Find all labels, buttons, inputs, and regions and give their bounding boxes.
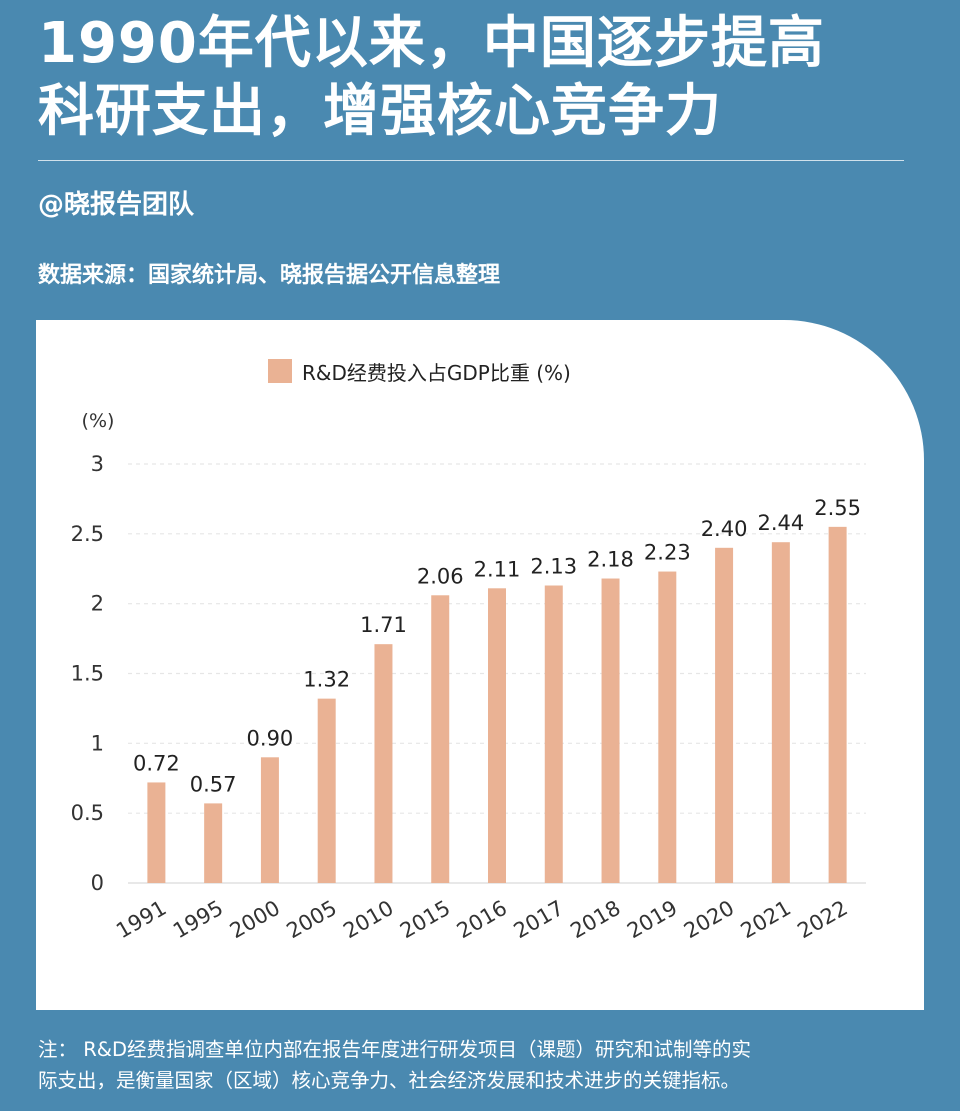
legend-label: R&D经费投入占GDP比重 (%) <box>302 360 571 385</box>
data-source: 数据来源：国家统计局、晓报告据公开信息整理 <box>38 263 501 288</box>
title-divider <box>38 160 904 161</box>
chart-title: 1990年代以来，中国逐步提高 科研支出，增强核心竞争力 <box>38 10 928 146</box>
chart-legend: R&D经费投入占GDP比重 (%) <box>268 354 571 388</box>
legend-swatch <box>268 359 292 383</box>
footnote-line-2: 际支出，是衡量国家（区域）核心竞争力、社会经济发展和技术进步的关键指标。 <box>38 1069 741 1092</box>
footnote-line-1: 注： R&D经费指调查单位内部在报告年度进行研发项目（课题）研究和试制等的实 <box>38 1038 751 1061</box>
title-line-2: 科研支出，增强核心竞争力 <box>38 79 722 144</box>
footnote: 注： R&D经费指调查单位内部在报告年度进行研发项目（课题）研究和试制等的实 际… <box>38 1034 928 1096</box>
title-line-1: 1990年代以来，中国逐步提高 <box>38 11 825 76</box>
chart-card <box>36 320 924 1010</box>
author-credit: @晓报告团队 <box>38 190 195 220</box>
